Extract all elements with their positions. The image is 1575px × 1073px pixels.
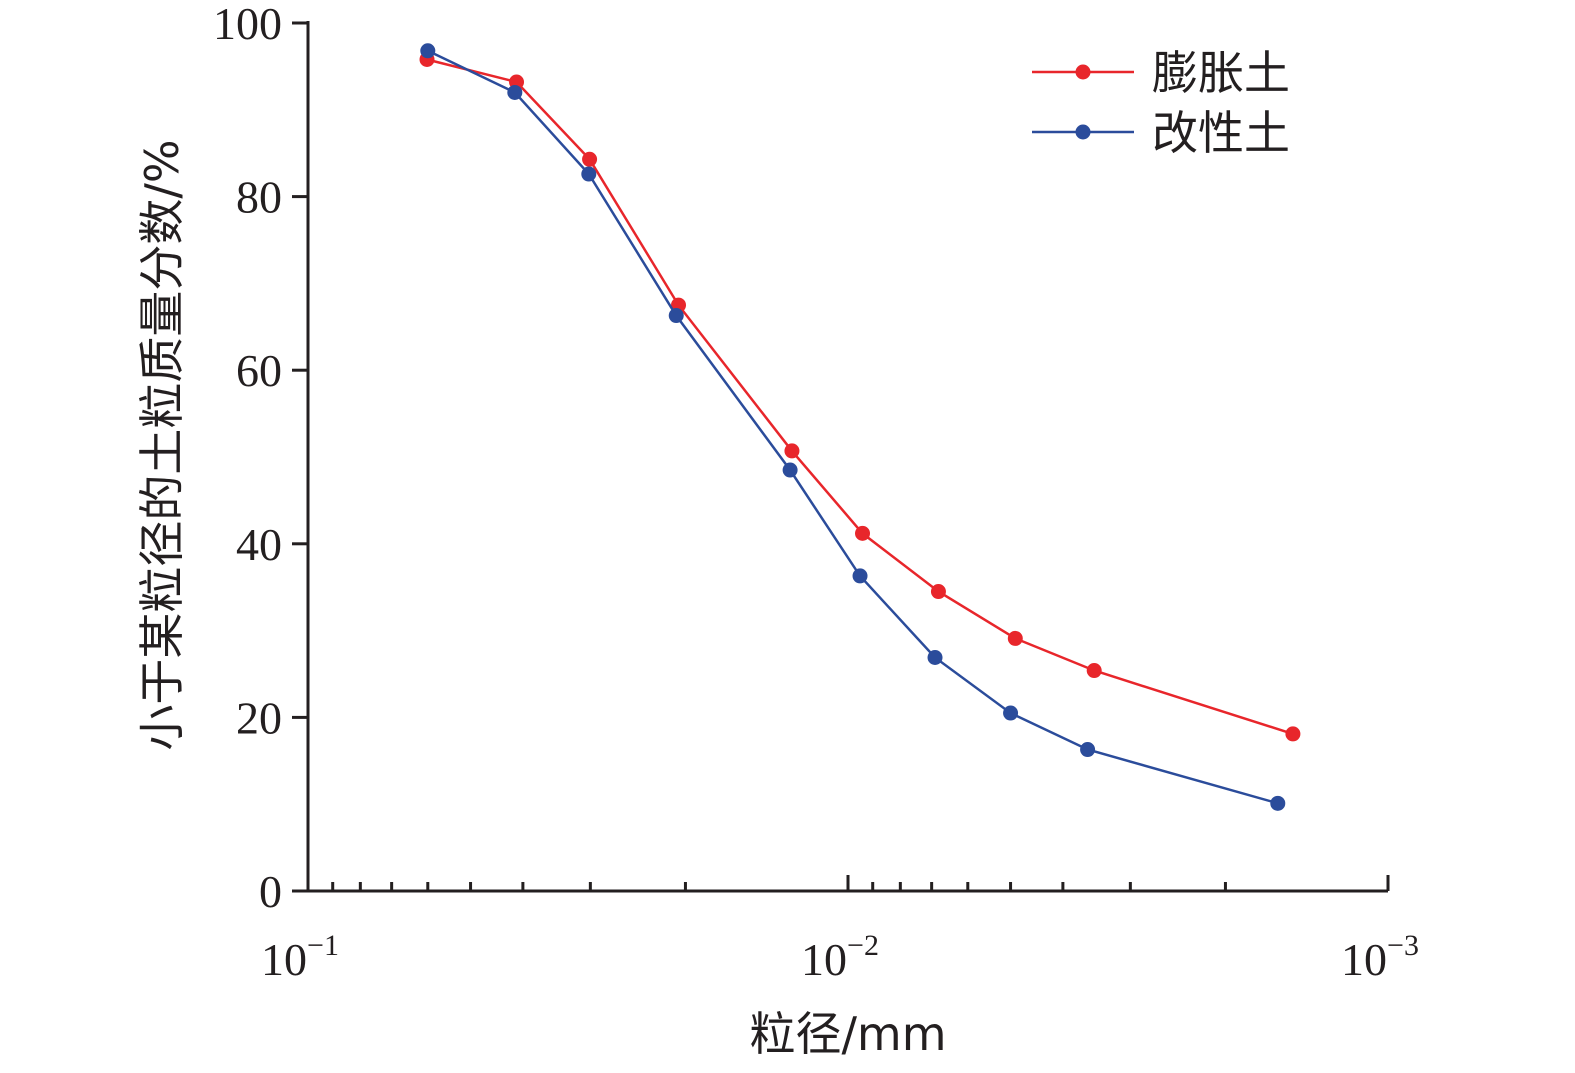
data-point bbox=[1080, 742, 1096, 758]
data-point bbox=[852, 568, 868, 584]
y-tick-label: 40 bbox=[236, 519, 282, 570]
y-axis-title: 小于某粒径的土粒质量分数/% bbox=[135, 139, 189, 750]
data-point bbox=[855, 525, 871, 541]
data-point bbox=[1086, 663, 1102, 679]
x-axis-title: 粒径/mm bbox=[749, 1007, 946, 1061]
data-point bbox=[507, 84, 523, 100]
data-point bbox=[784, 443, 800, 459]
data-point bbox=[782, 462, 798, 478]
y-tick-label: 80 bbox=[236, 172, 282, 223]
data-point bbox=[582, 151, 598, 167]
y-tick-label: 100 bbox=[213, 0, 282, 49]
legend-marker-1 bbox=[1075, 124, 1091, 140]
ticks: 0 20 40 60 80 100 10−1 10−2 10−3 bbox=[213, 0, 1419, 985]
y-tick-label: 0 bbox=[259, 866, 282, 917]
x-tick-label: 10−3 bbox=[1341, 929, 1419, 985]
data-point bbox=[420, 43, 436, 59]
x-tick-label: 10−1 bbox=[261, 929, 339, 985]
x-tick-label: 10−2 bbox=[801, 929, 879, 985]
series-layer bbox=[419, 43, 1301, 811]
data-point bbox=[1007, 630, 1023, 646]
data-point bbox=[927, 650, 943, 666]
y-tick-label: 20 bbox=[236, 692, 282, 743]
legend-label-0: 膨胀土 bbox=[1152, 46, 1290, 100]
legend-label-1: 改性土 bbox=[1152, 106, 1290, 160]
data-point bbox=[1285, 726, 1301, 742]
legend-marker-0 bbox=[1075, 64, 1091, 80]
data-point bbox=[1003, 705, 1019, 721]
y-tick-label: 60 bbox=[236, 345, 282, 396]
data-point bbox=[581, 166, 597, 182]
data-point bbox=[930, 584, 946, 600]
series-line-0 bbox=[426, 58, 1294, 736]
data-point bbox=[668, 308, 684, 324]
series-line-1 bbox=[427, 49, 1279, 805]
data-point bbox=[1270, 795, 1286, 811]
